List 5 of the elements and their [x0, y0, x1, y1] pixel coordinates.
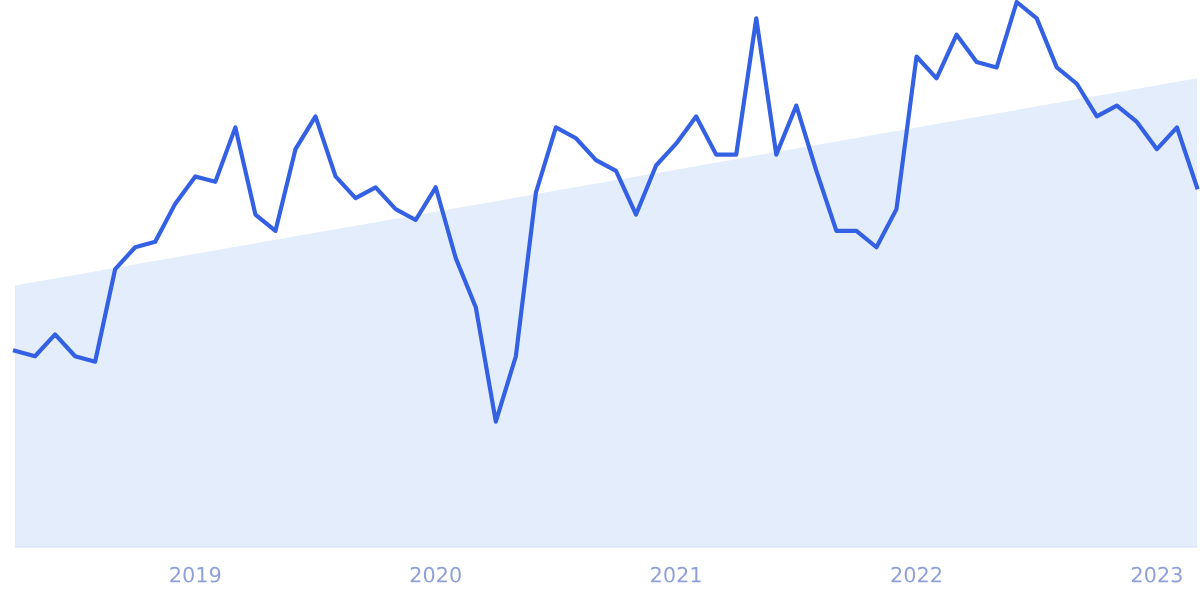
- x-tick-label: 2020: [410, 566, 461, 583]
- x-tick-label: 2019: [170, 566, 221, 583]
- x-tick-label: 2022: [891, 566, 941, 583]
- x-tick-label: 2023: [1131, 566, 1182, 583]
- x-tick-label: 2021: [651, 566, 701, 583]
